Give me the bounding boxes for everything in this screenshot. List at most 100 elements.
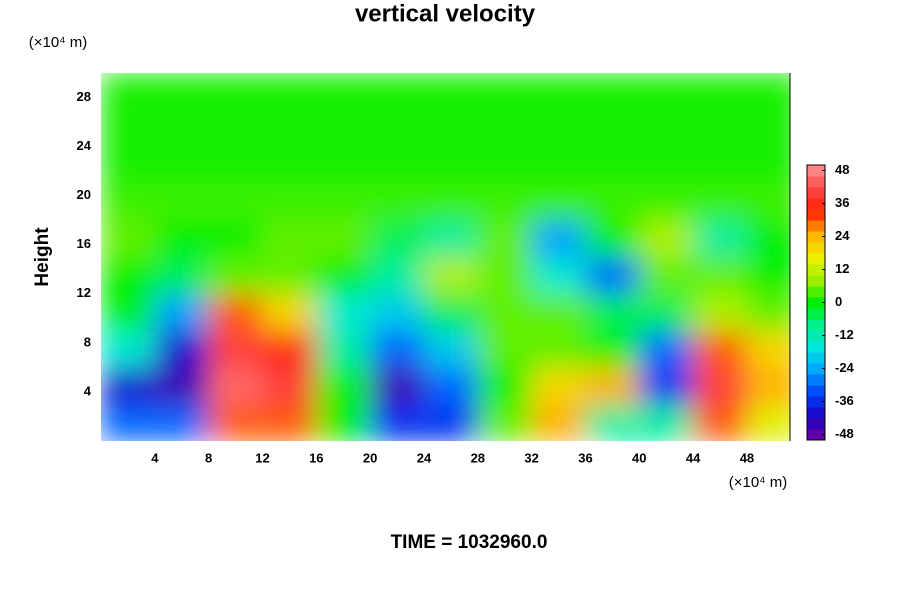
y-tick-label: 16 [77, 236, 91, 251]
cell [316, 146, 371, 184]
cell [585, 257, 640, 295]
colorbar-tick-label: -48 [835, 426, 854, 441]
cell [154, 73, 210, 111]
cell [208, 404, 263, 441]
colorbar-band [807, 176, 825, 188]
annotation: TIME = 1032960.0 [391, 532, 548, 553]
cell [423, 73, 479, 111]
cell [693, 220, 748, 258]
cell [316, 109, 371, 148]
cell [531, 183, 586, 221]
cell [316, 330, 371, 368]
colorbar-tick-label: -24 [835, 360, 855, 375]
cell [639, 109, 694, 148]
cell [208, 220, 263, 258]
colorbar-band [807, 363, 825, 375]
cell [423, 109, 479, 148]
cell [746, 293, 790, 332]
x-tick-label: 40 [632, 450, 646, 465]
colorbar-band [807, 253, 825, 265]
colorbar-band [807, 396, 825, 408]
cell [746, 367, 790, 405]
cell [262, 73, 317, 111]
colorbar-band [807, 198, 825, 210]
cell [423, 404, 479, 441]
cell [370, 257, 425, 295]
colorbar-band [807, 231, 825, 243]
cell [101, 220, 156, 258]
cell [531, 293, 586, 332]
cell [370, 293, 425, 332]
cell [370, 330, 425, 368]
cell [585, 404, 640, 441]
colorbar-band [807, 429, 825, 441]
cell [477, 257, 533, 295]
cell [585, 367, 640, 405]
y-unit: (×10⁴ m) [29, 34, 88, 51]
cell [639, 330, 694, 368]
colorbar-tick-label: 48 [835, 162, 849, 177]
cell [693, 330, 748, 368]
cell [208, 293, 263, 332]
cell [531, 73, 586, 111]
cell [746, 257, 790, 295]
cell [208, 367, 263, 405]
cell [477, 220, 533, 258]
x-tick-label: 44 [686, 450, 701, 465]
cell [370, 367, 425, 405]
colorbar-band [807, 165, 825, 177]
cell [585, 330, 640, 368]
cell [262, 293, 317, 332]
colorbar-band [807, 319, 825, 331]
cell [262, 367, 317, 405]
colorbar-band [807, 341, 825, 353]
cell [531, 109, 586, 148]
cell [423, 146, 479, 184]
cell [101, 404, 156, 441]
colorbar-band [807, 418, 825, 430]
colorbar-band [807, 209, 825, 221]
cell [101, 146, 156, 184]
x-tick-label: 4 [151, 450, 159, 465]
y-tick-label: 8 [84, 334, 91, 349]
cell [423, 183, 479, 221]
cell [262, 257, 317, 295]
y-tick-label: 4 [84, 383, 92, 398]
cell [639, 183, 694, 221]
cell [585, 146, 640, 184]
cell [477, 109, 533, 148]
y-tick-label: 24 [77, 138, 92, 153]
cell [531, 404, 586, 441]
colorbar-band [807, 264, 825, 276]
colorbar-band [807, 242, 825, 254]
x-tick-label: 16 [309, 450, 323, 465]
cell [370, 109, 425, 148]
cell [693, 257, 748, 295]
cell [154, 146, 210, 184]
cell [585, 73, 640, 111]
cell [585, 220, 640, 258]
cell [477, 73, 533, 111]
cell [423, 330, 479, 368]
cell [101, 109, 156, 148]
x-tick-label: 20 [363, 450, 377, 465]
cell [746, 146, 790, 184]
cell [477, 330, 533, 368]
x-tick-label: 28 [471, 450, 485, 465]
cell [154, 109, 210, 148]
cell [477, 146, 533, 184]
colorbar-band [807, 352, 825, 364]
cell [639, 367, 694, 405]
colorbar-band [807, 275, 825, 287]
cell [262, 183, 317, 221]
colorbar-band [807, 297, 825, 309]
cell [693, 73, 748, 111]
cell [693, 109, 748, 148]
x-unit: (×10⁴ m) [729, 474, 788, 491]
cell [154, 293, 210, 332]
colorbar-band [807, 407, 825, 419]
cell [693, 367, 748, 405]
cell [585, 109, 640, 148]
cell [154, 220, 210, 258]
cell [531, 146, 586, 184]
